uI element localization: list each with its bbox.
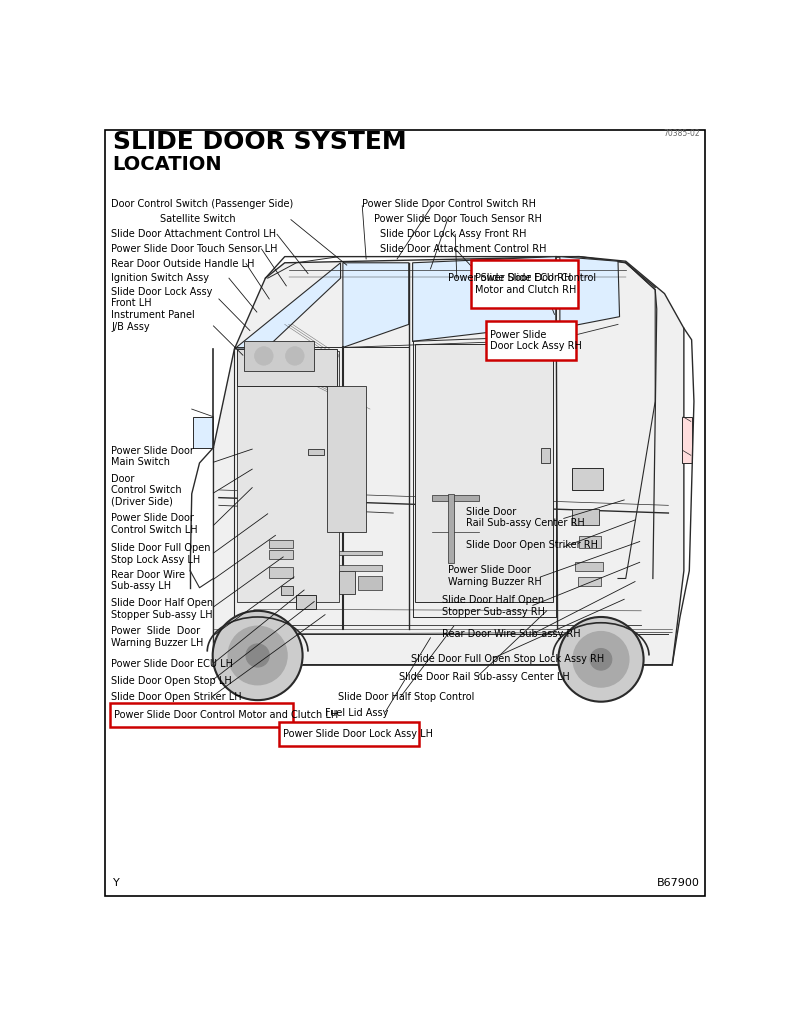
Text: Power Slide Door Touch Sensor LH: Power Slide Door Touch Sensor LH xyxy=(111,243,277,253)
Text: Power Slide Door
Control Switch LH: Power Slide Door Control Switch LH xyxy=(111,513,198,535)
Text: Power Slide Door
Main Switch: Power Slide Door Main Switch xyxy=(111,446,194,467)
Text: B67900: B67900 xyxy=(657,878,700,888)
Bar xyxy=(269,550,292,559)
Bar xyxy=(682,417,692,463)
Text: Power Slide Door Touch Sensor RH: Power Slide Door Touch Sensor RH xyxy=(374,214,542,224)
Text: Power Slide
Door Lock Assy RH: Power Slide Door Lock Assy RH xyxy=(490,330,581,352)
Text: Rear Door Wire Sub-assy RH: Rear Door Wire Sub-assy RH xyxy=(442,630,580,639)
Text: Slide Door Rail Sub-assy Center LH: Slide Door Rail Sub-assy Center LH xyxy=(399,671,570,682)
Bar xyxy=(571,468,603,490)
Bar xyxy=(110,703,293,727)
Text: LOCATION: LOCATION xyxy=(113,155,222,174)
Polygon shape xyxy=(560,257,619,328)
Bar xyxy=(415,343,553,602)
Bar xyxy=(471,261,578,308)
Bar xyxy=(432,496,479,502)
Bar xyxy=(540,448,550,463)
Bar xyxy=(237,352,339,602)
Text: Power Slide Door Lock Assy LH: Power Slide Door Lock Assy LH xyxy=(284,729,433,739)
Bar xyxy=(571,509,599,524)
Text: Slide Door Attachment Control LH: Slide Door Attachment Control LH xyxy=(111,229,276,238)
Text: Door Control Switch (Passenger Side): Door Control Switch (Passenger Side) xyxy=(111,198,293,208)
Bar xyxy=(269,567,292,578)
Bar xyxy=(244,341,314,371)
Bar xyxy=(575,561,603,570)
Text: Slide Door Open Striker RH: Slide Door Open Striker RH xyxy=(466,541,598,550)
Text: Instrument Panel
J/B Assy: Instrument Panel J/B Assy xyxy=(111,310,195,332)
Bar xyxy=(579,537,601,548)
Bar xyxy=(296,596,316,609)
Bar xyxy=(269,540,292,548)
Text: Power  Slide  Door
Warning Buzzer LH: Power Slide Door Warning Buzzer LH xyxy=(111,626,203,648)
Text: Slide Door Half Open
Stopper Sub-assy LH: Slide Door Half Open Stopper Sub-assy LH xyxy=(111,598,213,619)
Text: Ignition Switch Assy: Ignition Switch Assy xyxy=(111,274,209,283)
Text: Slide Door Attachment Control RH: Slide Door Attachment Control RH xyxy=(381,243,547,253)
Bar xyxy=(339,564,382,570)
Text: Power Slide Door Control
Motor and Clutch RH: Power Slide Door Control Motor and Clutc… xyxy=(475,273,596,294)
Bar xyxy=(308,449,323,455)
Circle shape xyxy=(559,617,644,702)
Circle shape xyxy=(228,626,287,685)
Text: Slide Door Lock Assy Front RH: Slide Door Lock Assy Front RH xyxy=(381,229,527,238)
Text: Slide Door Open Stop LH: Slide Door Open Stop LH xyxy=(111,676,231,686)
Bar xyxy=(486,321,577,361)
Polygon shape xyxy=(235,263,340,350)
Circle shape xyxy=(254,346,273,365)
Text: Slide Door Lock Assy
Front LH: Slide Door Lock Assy Front LH xyxy=(111,286,213,309)
Text: Power Slide Door
Warning Buzzer RH: Power Slide Door Warning Buzzer RH xyxy=(448,565,541,587)
Text: Y: Y xyxy=(113,878,119,888)
Text: Power Slide Door ECU RH: Power Slide Door ECU RH xyxy=(448,274,571,283)
Text: Slide Door Full Open
Stop Lock Assy LH: Slide Door Full Open Stop Lock Assy LH xyxy=(111,543,210,565)
Text: Slide Door
Rail Sub-assy Center RH: Slide Door Rail Sub-assy Center RH xyxy=(466,507,585,528)
Text: Slide Door Full Open Stop Lock Assy RH: Slide Door Full Open Stop Lock Assy RH xyxy=(411,653,604,663)
Bar xyxy=(237,350,337,386)
Text: Slide Door Half Stop Control: Slide Door Half Stop Control xyxy=(337,692,474,702)
Text: Power Slide Door Control Switch RH: Power Slide Door Control Switch RH xyxy=(362,198,536,208)
Bar xyxy=(327,386,366,532)
Text: Slide Door Open Striker LH: Slide Door Open Striker LH xyxy=(111,692,242,702)
Text: Power Slide Door Control Motor and Clutch LH: Power Slide Door Control Motor and Clutc… xyxy=(114,710,338,721)
Text: SLIDE DOOR SYSTEM: SLIDE DOOR SYSTEM xyxy=(113,131,406,154)
Circle shape xyxy=(573,632,629,687)
Text: 70385-02: 70385-02 xyxy=(664,129,700,138)
Bar xyxy=(194,417,213,448)
Circle shape xyxy=(285,346,304,365)
Circle shape xyxy=(590,649,611,670)
Bar xyxy=(359,576,382,590)
Text: Rear Door Outside Handle LH: Rear Door Outside Handle LH xyxy=(111,259,254,269)
Bar xyxy=(577,577,601,587)
Text: Satellite Switch: Satellite Switch xyxy=(160,214,235,224)
Bar xyxy=(281,587,292,596)
Text: Power Slide Door ECU LH: Power Slide Door ECU LH xyxy=(111,659,233,669)
Text: Fuel Lid Assy: Fuel Lid Assy xyxy=(325,708,389,717)
Text: Rear Door Wire
Sub-assy LH: Rear Door Wire Sub-assy LH xyxy=(111,570,185,592)
Bar xyxy=(339,570,355,594)
Polygon shape xyxy=(343,263,408,347)
Circle shape xyxy=(246,644,269,667)
Bar xyxy=(339,551,382,555)
Bar xyxy=(447,494,453,563)
Text: Slide Door Half Open
Stopper Sub-assy RH: Slide Door Half Open Stopper Sub-assy RH xyxy=(442,595,544,616)
Bar xyxy=(280,723,419,746)
Polygon shape xyxy=(213,257,684,664)
Polygon shape xyxy=(412,257,556,341)
Text: Door
Control Switch
(Driver Side): Door Control Switch (Driver Side) xyxy=(111,473,182,507)
Circle shape xyxy=(213,611,303,700)
